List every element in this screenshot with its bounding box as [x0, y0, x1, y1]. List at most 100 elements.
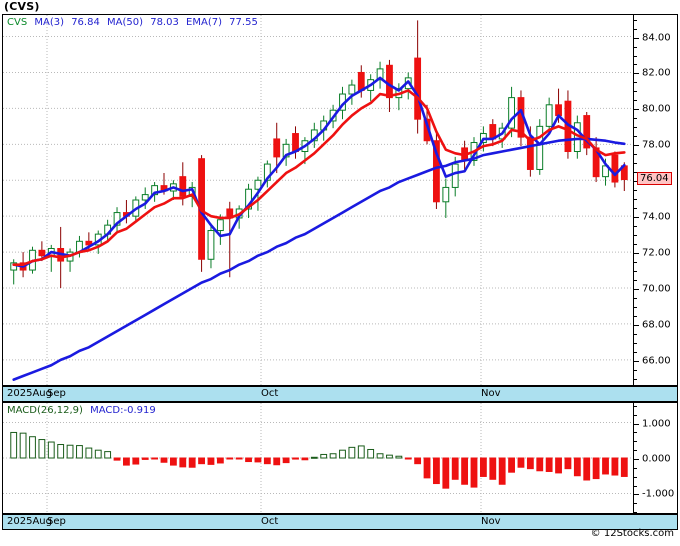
price-tick — [633, 244, 637, 246]
candle — [292, 126, 299, 159]
candle-body — [555, 104, 562, 117]
price-tick — [633, 172, 637, 174]
legend-ma50-value: 78.03 — [150, 17, 179, 28]
macd-bar — [235, 457, 243, 460]
macd-bar — [489, 457, 497, 480]
price-tick-label: 80.00 — [642, 103, 671, 115]
macd-bar — [10, 431, 18, 459]
macd-tick — [633, 450, 637, 452]
macd-legend-value: MACD:-0.919 — [90, 405, 156, 416]
candle — [66, 248, 74, 272]
macd-bar — [94, 449, 102, 459]
candle — [216, 214, 224, 245]
macd-tick — [633, 423, 639, 425]
macd-bar — [245, 457, 252, 463]
macd-axis-line — [633, 403, 634, 513]
macd-bar — [536, 457, 544, 472]
candle-body — [179, 176, 187, 197]
macd-axis: 1.000 0.000 -1.000 — [633, 403, 677, 514]
macd-bar — [583, 457, 591, 481]
candle — [489, 119, 497, 147]
candle — [348, 79, 356, 105]
candle — [376, 61, 384, 89]
macd-bar — [508, 457, 515, 473]
price-tick — [633, 351, 637, 353]
macd-tick — [633, 414, 637, 416]
legend-symbol: CVS — [7, 17, 28, 28]
macd-bar — [348, 446, 356, 459]
macd-bar — [76, 445, 83, 459]
price-tick — [633, 37, 639, 39]
macd-bar — [470, 457, 478, 488]
legend-ma50-label: MA(50) — [107, 17, 144, 28]
candle-body — [245, 188, 252, 210]
price-tick — [633, 154, 637, 156]
price-plot-area — [3, 15, 635, 385]
macd-legend-name: MACD(26,12,9) — [7, 405, 83, 416]
price-tick — [633, 55, 637, 57]
macd-tick — [633, 494, 639, 496]
price-tick — [633, 315, 637, 317]
macd-bar — [104, 451, 112, 459]
macd-tick-label: 0.000 — [642, 453, 671, 465]
candle-body — [386, 64, 393, 99]
macd-bar — [320, 453, 328, 459]
macd-bar — [263, 457, 271, 465]
macd-tick — [633, 476, 637, 478]
price-tick — [633, 64, 637, 66]
price-tick-label: 78.00 — [642, 139, 671, 151]
candle-body — [254, 179, 262, 190]
price-tick — [633, 271, 637, 273]
price-tick-label: 66.00 — [642, 355, 671, 367]
price-tick-label: 82.00 — [642, 67, 671, 79]
legend-ema7-value: 77.55 — [229, 17, 258, 28]
price-tick — [633, 262, 637, 264]
macd-bar — [66, 444, 74, 459]
macd-bar — [592, 457, 600, 480]
candle — [583, 111, 591, 156]
macd-bar — [179, 457, 187, 468]
price-tick — [633, 145, 639, 147]
macd-bar — [282, 457, 290, 464]
price-tick — [633, 342, 637, 344]
ema7-line — [12, 89, 626, 266]
candle — [226, 201, 234, 278]
macd-bar — [160, 457, 168, 463]
macd-bar — [545, 457, 553, 472]
price-tick-label: 74.00 — [642, 211, 671, 223]
macd-bar — [517, 457, 525, 468]
date-axis-macd-label: 2025Aug — [7, 516, 52, 527]
price-axis: 66.0068.0070.0072.0074.0076.0078.0080.00… — [633, 15, 677, 385]
price-tick — [633, 306, 637, 308]
candle-body — [545, 104, 553, 127]
candle — [536, 119, 544, 175]
price-tick — [633, 217, 639, 219]
price-tick — [633, 360, 639, 362]
price-tick — [633, 19, 637, 21]
macd-bar — [564, 457, 572, 470]
candle — [414, 20, 422, 134]
candle-body — [292, 133, 299, 153]
legend-ma3-label: MA(3) — [34, 17, 64, 28]
macd-bar — [442, 457, 450, 489]
macd-bar — [47, 441, 55, 459]
price-tick — [633, 190, 637, 192]
price-tick-label: 70.00 — [642, 283, 671, 295]
macd-bar — [414, 457, 422, 465]
macd-bar — [461, 457, 469, 485]
price-tick — [633, 208, 637, 210]
macd-bar — [123, 457, 130, 466]
price-tick — [633, 235, 637, 237]
price-chart-panel: 66.0068.0070.0072.0074.0076.0078.0080.00… — [2, 14, 678, 386]
date-axis-price: 2025Aug Sep Oct Nov — [2, 386, 678, 402]
macd-tick — [633, 441, 637, 443]
macd-bar — [479, 457, 487, 477]
macd-tick — [633, 467, 637, 469]
price-tick — [633, 46, 637, 48]
candle-body — [451, 163, 459, 188]
macd-bar — [339, 449, 346, 459]
candle-body — [348, 84, 356, 95]
candle-body — [611, 154, 619, 183]
candle — [141, 187, 149, 209]
macd-bar — [357, 445, 365, 459]
